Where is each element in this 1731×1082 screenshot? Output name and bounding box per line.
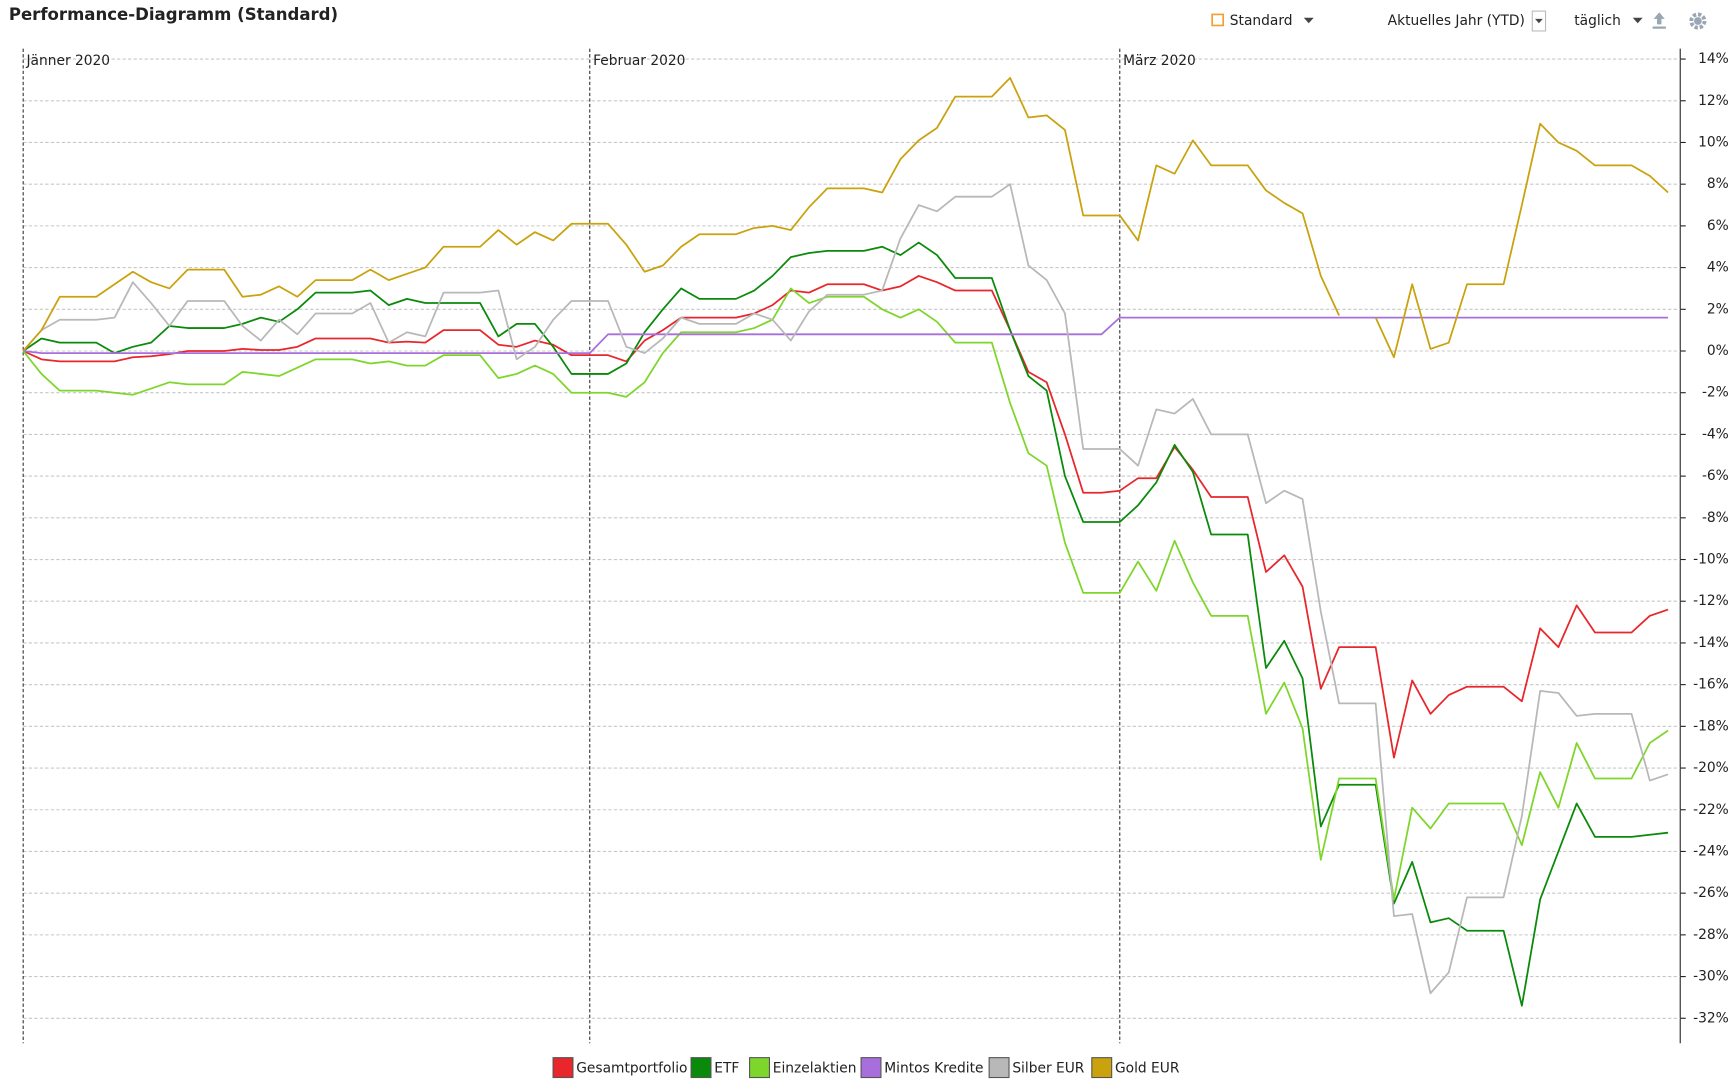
- chart-title: Performance-Diagramm (Standard): [9, 5, 338, 24]
- legend-swatch: [690, 1057, 712, 1079]
- series-line: [22, 287, 1669, 901]
- y-tick-label: -26%: [1693, 885, 1729, 901]
- legend-label: ETF: [714, 1061, 739, 1077]
- y-tick-label: -10%: [1693, 552, 1729, 568]
- y-tick-label: -18%: [1693, 718, 1729, 734]
- y-tick-label: -2%: [1702, 385, 1729, 401]
- x-tick-label: Februar 2020: [593, 53, 685, 69]
- view-select[interactable]: Standard: [1230, 13, 1293, 29]
- y-tick-label: -28%: [1693, 927, 1729, 943]
- y-tick-label: 14%: [1698, 51, 1729, 67]
- legend-swatch: [860, 1057, 882, 1079]
- series-line: [22, 183, 1669, 995]
- y-tick-label: -8%: [1702, 510, 1729, 526]
- y-tick-label: 2%: [1707, 301, 1729, 317]
- legend-label: Einzelaktien: [773, 1061, 857, 1077]
- y-tick-label: -4%: [1702, 426, 1729, 442]
- y-tick-label: 6%: [1707, 218, 1729, 234]
- y-tick-label: -22%: [1693, 802, 1729, 818]
- legend-swatch: [552, 1057, 574, 1079]
- y-tick-label: 0%: [1707, 343, 1729, 359]
- series-line: [22, 275, 1669, 759]
- view-dropdown[interactable]: [1303, 17, 1314, 24]
- series-line: [22, 241, 1669, 1007]
- y-tick-label: 4%: [1707, 260, 1729, 276]
- interval-dropdown[interactable]: [1632, 17, 1643, 24]
- y-tick-label: -6%: [1702, 468, 1729, 484]
- legend-swatch: [1091, 1057, 1113, 1079]
- y-tick-label: -32%: [1693, 1010, 1729, 1026]
- y-tick-label: -16%: [1693, 677, 1729, 693]
- settings-button[interactable]: [1689, 12, 1707, 30]
- y-tick-label: 12%: [1698, 93, 1729, 109]
- legend-label: Gold EUR: [1115, 1061, 1180, 1077]
- x-tick-label: März 2020: [1123, 53, 1196, 69]
- interval-select[interactable]: täglich: [1574, 13, 1621, 29]
- series-line: [23, 316, 1669, 354]
- gear-hub: [1694, 17, 1702, 25]
- y-tick-label: 10%: [1698, 134, 1729, 150]
- period-select[interactable]: Aktuelles Jahr (YTD): [1388, 13, 1525, 29]
- legend-label: Silber EUR: [1012, 1061, 1084, 1077]
- y-tick-label: -14%: [1693, 635, 1729, 651]
- gear: [1689, 12, 1707, 30]
- period-dropdown-arrow: [1535, 18, 1543, 24]
- y-tick-label: -20%: [1693, 760, 1729, 776]
- y-tick-label: -30%: [1693, 969, 1729, 985]
- y-tick-label: -24%: [1693, 843, 1729, 859]
- x-tick-label: Jänner 2020: [25, 53, 110, 69]
- y-tick-label: 8%: [1707, 176, 1729, 192]
- legend-label: Gesamtportfolio: [576, 1061, 687, 1077]
- series-line: [22, 76, 1669, 359]
- legend-label: Mintos Kredite: [884, 1061, 983, 1077]
- legend-swatch: [988, 1057, 1010, 1079]
- legend-swatch: [749, 1057, 771, 1079]
- export-button[interactable]: [1652, 12, 1666, 29]
- view-icon: [1211, 13, 1225, 27]
- y-tick-label: -12%: [1693, 593, 1729, 609]
